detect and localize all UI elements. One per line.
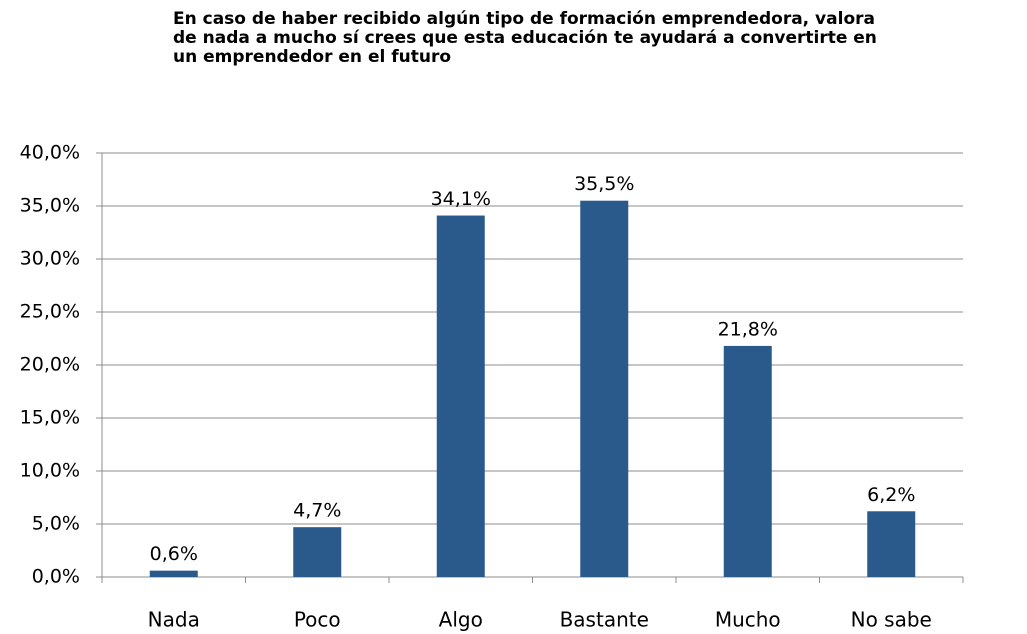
y-tick-label: 25,0% bbox=[20, 301, 80, 323]
value-label: 35,5% bbox=[574, 173, 634, 195]
x-tick-label: No sabe bbox=[851, 608, 932, 632]
y-tick-label: 20,0% bbox=[20, 354, 80, 376]
chart-title: de nada a mucho sí crees que esta educac… bbox=[173, 28, 877, 48]
y-tick-label: 35,0% bbox=[20, 195, 80, 217]
value-label: 4,7% bbox=[293, 500, 341, 522]
value-label: 0,6% bbox=[150, 543, 198, 565]
y-tick-label: 0,0% bbox=[32, 566, 80, 588]
x-tick-label: Poco bbox=[294, 608, 341, 632]
x-tick-label: Algo bbox=[439, 608, 483, 632]
x-tick-label: Nada bbox=[148, 608, 200, 632]
chart-title: En caso de haber recibido algún tipo de … bbox=[173, 9, 875, 29]
value-label: 34,1% bbox=[431, 188, 491, 210]
y-tick-label: 15,0% bbox=[20, 407, 80, 429]
y-tick-label: 10,0% bbox=[20, 460, 80, 482]
bar bbox=[293, 527, 342, 577]
y-tick-label: 5,0% bbox=[32, 513, 80, 535]
bar bbox=[149, 570, 198, 577]
value-label: 6,2% bbox=[867, 484, 915, 506]
x-tick-label: Mucho bbox=[715, 608, 781, 632]
y-tick-label: 40,0% bbox=[20, 142, 80, 164]
x-tick-label: Bastante bbox=[560, 608, 649, 632]
chart-title: un emprendedor en el futuro bbox=[173, 47, 451, 67]
bar bbox=[867, 511, 916, 577]
value-label: 21,8% bbox=[718, 318, 778, 340]
bar bbox=[723, 345, 772, 577]
bar bbox=[436, 215, 485, 578]
y-tick-label: 30,0% bbox=[20, 248, 80, 270]
bar bbox=[580, 200, 629, 577]
